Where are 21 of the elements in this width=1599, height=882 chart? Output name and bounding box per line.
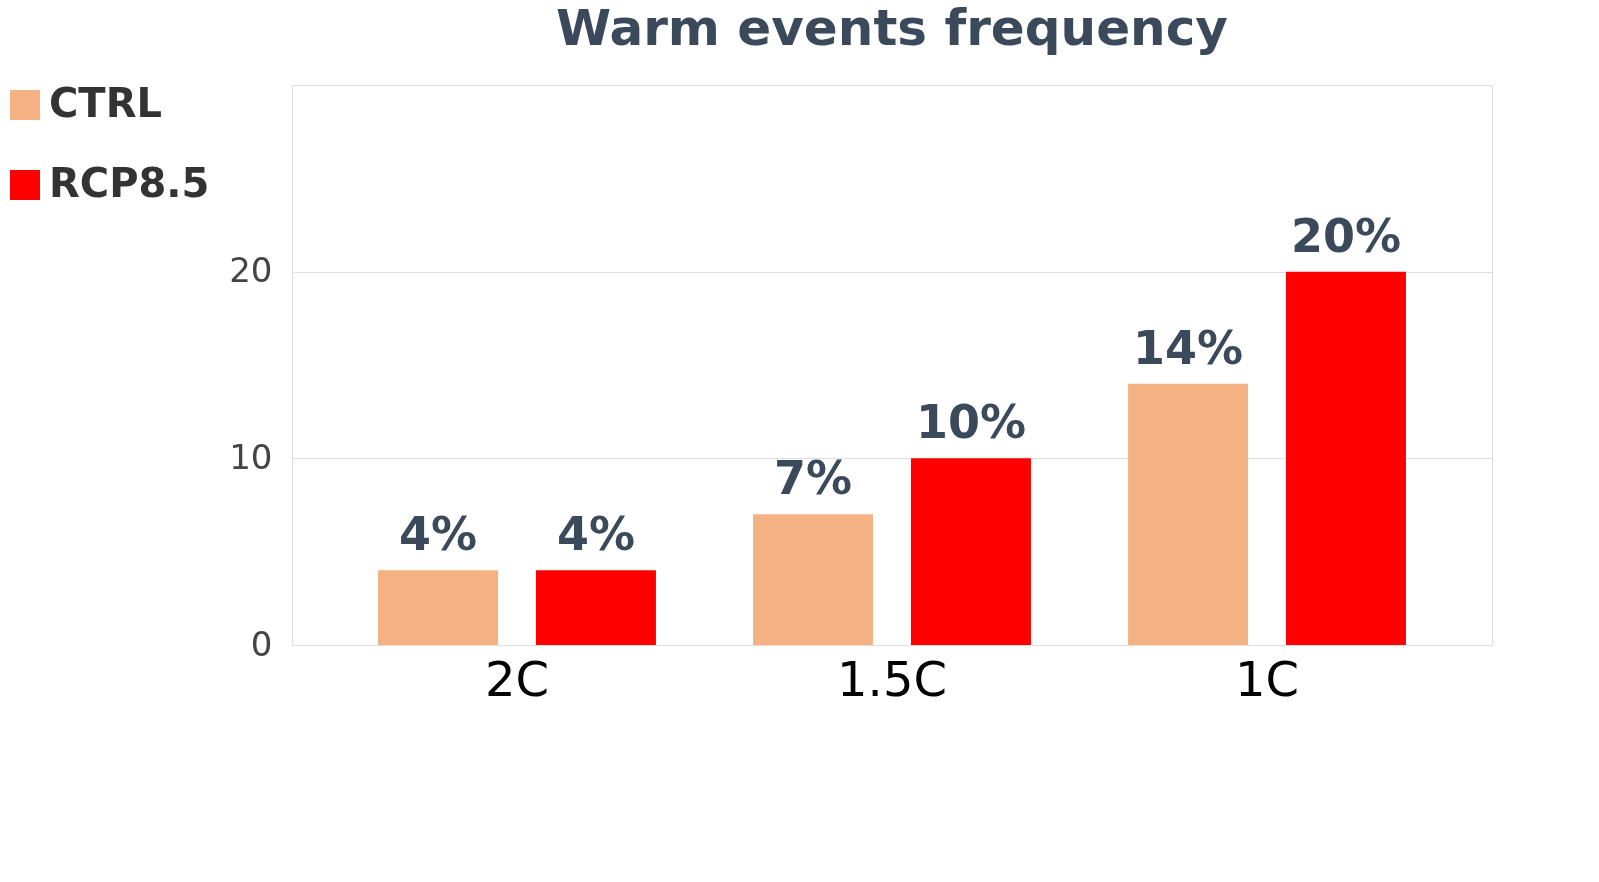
bar [910,458,1031,645]
data-label: 4% [399,507,478,562]
chart-title: Warm events frequency [556,0,1228,57]
legend-label: CTRL [49,80,162,126]
data-label: 7% [774,451,853,506]
data-label: 20% [1290,208,1401,263]
x-tick-label: 2C [484,650,550,707]
x-tick-label: 1.5C [837,650,947,707]
y-tick-label: 20 [229,250,273,291]
data-label: 14% [1133,320,1244,375]
bar [1285,271,1406,645]
bar [378,570,499,645]
legend-label: RCP8.5 [49,160,210,206]
x-tick-label: 1C [1234,650,1300,707]
bar [1128,383,1249,645]
y-tick-label: 10 [229,436,273,477]
bar [535,570,656,645]
y-tick-label: 0 [250,623,273,664]
data-label: 10% [915,395,1026,450]
data-label: 4% [556,507,635,562]
bar [753,514,874,645]
